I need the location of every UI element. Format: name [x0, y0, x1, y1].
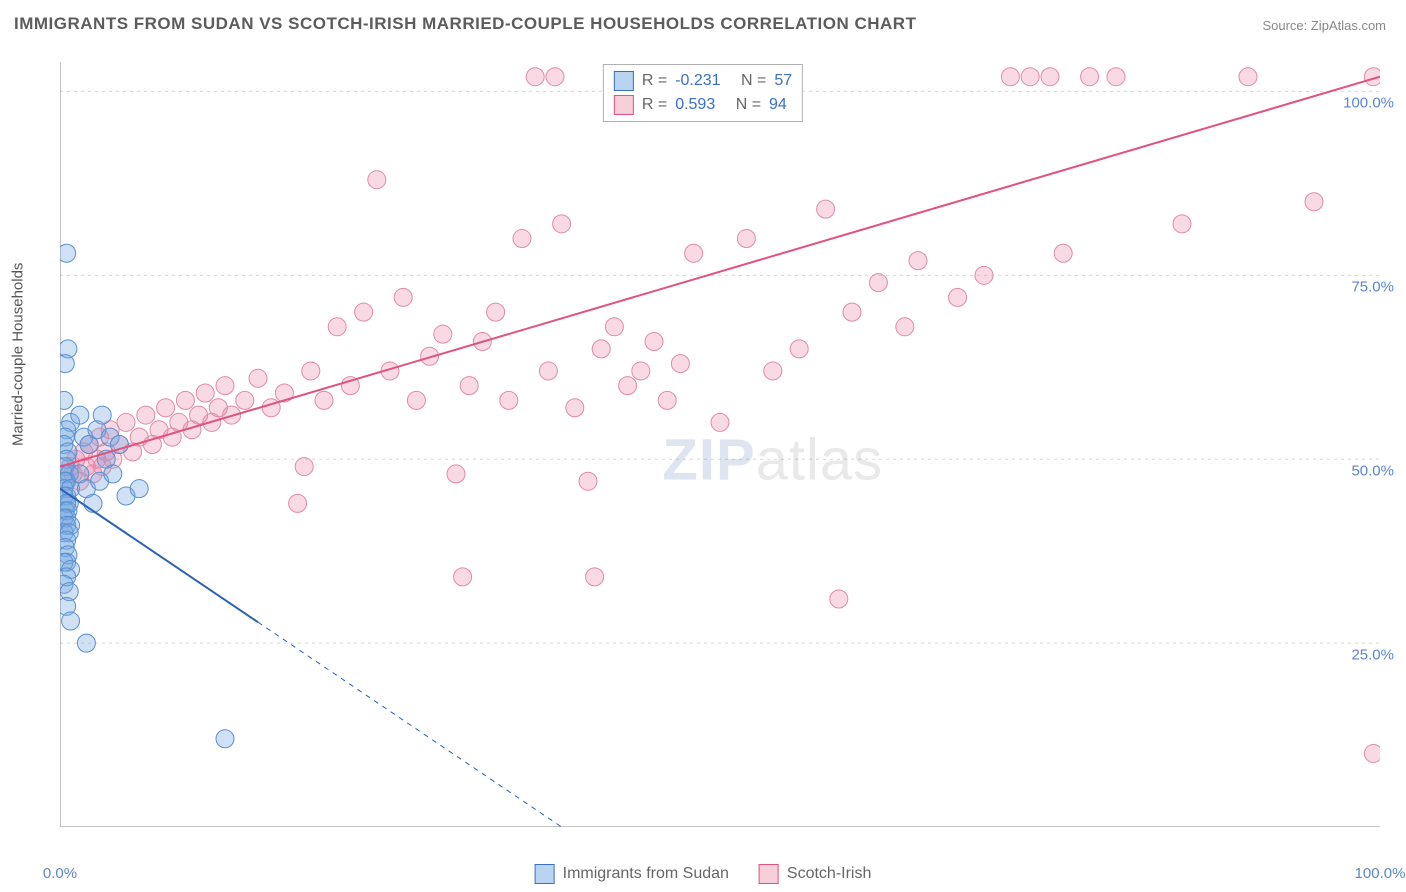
source-label: Source: ZipAtlas.com	[1262, 18, 1386, 33]
bottom-legend-item-scotch: Scotch-Irish	[759, 864, 871, 884]
legend-swatch-sudan-icon	[535, 864, 555, 884]
legend-stats-row-sudan: R = -0.231 N = 57	[614, 69, 792, 93]
x-tick-label: 100.0%	[1355, 865, 1406, 882]
legend-stats-box: R = -0.231 N = 57 R = 0.593 N = 94	[603, 64, 803, 122]
n-value-sudan: 57	[774, 69, 792, 93]
r-label: R =	[642, 93, 667, 117]
scatter-plot-svg	[60, 62, 1380, 827]
y-axis-title: Married-couple Households	[10, 263, 27, 446]
y-tick-label: 75.0%	[1351, 279, 1394, 296]
legend-label-scotch: Scotch-Irish	[787, 865, 871, 883]
chart-title: IMMIGRANTS FROM SUDAN VS SCOTCH-IRISH MA…	[14, 14, 916, 34]
legend-swatch-sudan	[614, 71, 634, 91]
legend-label-sudan: Immigrants from Sudan	[563, 865, 729, 883]
legend-swatch-scotch	[614, 95, 634, 115]
legend-swatch-scotch-icon	[759, 864, 779, 884]
r-value-scotch: 0.593	[675, 93, 715, 117]
r-label: R =	[642, 69, 667, 93]
n-value-scotch: 94	[769, 93, 787, 117]
r-value-sudan: -0.231	[675, 69, 720, 93]
x-tick-label: 0.0%	[43, 865, 77, 882]
chart-container: IMMIGRANTS FROM SUDAN VS SCOTCH-IRISH MA…	[0, 0, 1406, 892]
bottom-legend: Immigrants from Sudan Scotch-Irish	[535, 864, 872, 884]
n-label: N =	[741, 69, 766, 93]
bottom-legend-item-sudan: Immigrants from Sudan	[535, 864, 729, 884]
y-tick-label: 25.0%	[1351, 647, 1394, 664]
y-tick-label: 100.0%	[1343, 95, 1394, 112]
legend-stats-row-scotch: R = 0.593 N = 94	[614, 93, 792, 117]
n-label: N =	[736, 93, 761, 117]
plot-area: ZIPatlas	[60, 62, 1380, 827]
y-tick-label: 50.0%	[1351, 463, 1394, 480]
